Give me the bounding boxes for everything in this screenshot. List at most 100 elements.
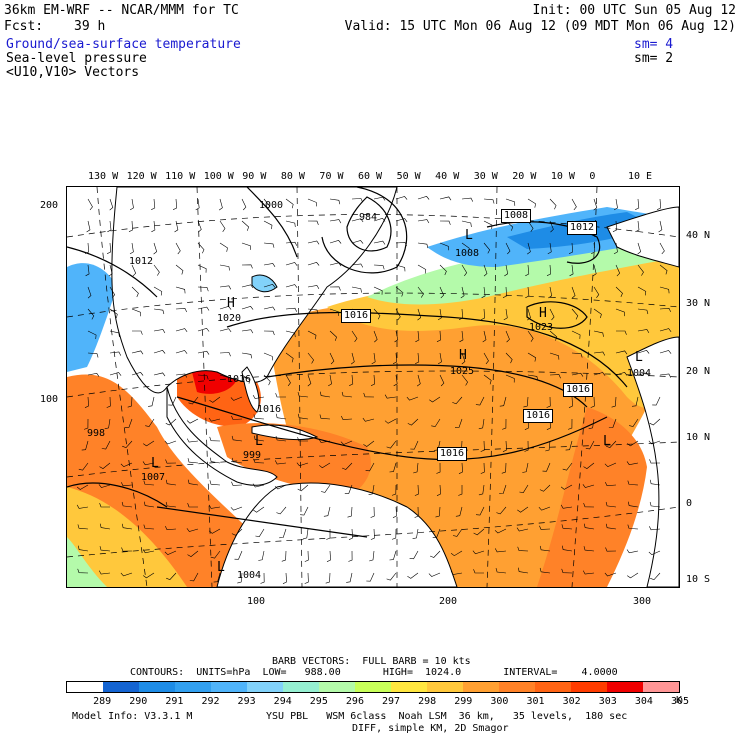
wind-barb [567, 418, 573, 430]
longitude-label: 100 W [203, 171, 234, 182]
sst-pacific-edge [67, 537, 107, 587]
wind-barb [583, 462, 595, 469]
low-pressure-marker: L [151, 456, 159, 471]
longitude-label: 80 W [280, 171, 305, 182]
wind-barb [582, 484, 595, 488]
wind-barb [593, 308, 602, 319]
wind-barb [549, 220, 554, 233]
wind-barb [253, 414, 265, 420]
wind-barb [77, 524, 89, 530]
low-pressure-marker: L [603, 434, 611, 449]
wind-barb [659, 242, 665, 255]
pressure-label: 1008 [455, 248, 480, 259]
wind-barb [143, 480, 155, 486]
isobar-box: 1016 [523, 409, 554, 423]
wind-barb [98, 570, 111, 575]
wind-barb [219, 306, 232, 310]
wind-barb [230, 396, 243, 401]
wind-barb [472, 550, 485, 555]
wind-barb [175, 373, 188, 378]
longitude-label: 30 W [473, 171, 498, 182]
wind-barb [415, 352, 420, 364]
wind-barb [366, 572, 375, 582]
wind-barb [523, 396, 529, 408]
wind-barb [78, 545, 89, 552]
field-slp: Sea-level pressure [6, 51, 147, 66]
wind-barb [263, 374, 271, 386]
wind-barb [275, 393, 286, 398]
isobar-box: 1008 [501, 209, 532, 223]
wind-barb [659, 350, 672, 354]
wind-barb [346, 572, 353, 583]
wind-barb [106, 242, 112, 254]
wind-barb [494, 548, 507, 553]
wind-barb [436, 330, 441, 342]
wind-barb [649, 418, 661, 426]
wind-barb [187, 479, 199, 486]
wind-barb [208, 504, 221, 509]
wind-barb [231, 481, 243, 486]
wind-barb [392, 506, 397, 518]
wind-barb [98, 484, 111, 488]
wind-barb [107, 220, 112, 233]
wind-barb [213, 572, 221, 583]
wind-barb [285, 352, 294, 363]
wind-barb [635, 198, 640, 210]
wind-barb [341, 462, 353, 470]
wind-barb [658, 220, 663, 233]
wind-barb [613, 242, 618, 255]
wind-barb [627, 572, 639, 579]
wind-barb [219, 264, 230, 271]
pressure-label: 1016 [257, 404, 282, 415]
wind-barb [482, 330, 487, 343]
wind-barb [395, 264, 406, 272]
wind-barb [175, 286, 186, 294]
wind-barb [439, 264, 447, 276]
wind-barb [435, 506, 441, 518]
wind-barb [109, 308, 118, 319]
wind-barb [409, 550, 419, 560]
wind-barb [439, 242, 449, 251]
wind-barb [627, 480, 639, 486]
wind-barb [197, 374, 209, 380]
wind-barb [637, 350, 650, 354]
wind-barb [165, 501, 177, 508]
wind-barb [583, 546, 595, 552]
wind-barb [148, 396, 155, 407]
scale-swatch [283, 682, 319, 692]
wind-barb [417, 286, 424, 298]
scale-label: 293 [237, 696, 256, 707]
forecast-hour: 39 h [74, 19, 106, 34]
wind-barb [389, 462, 397, 473]
wind-barb [410, 440, 419, 450]
scale-label: 299 [454, 696, 473, 707]
isobar-box: 1016 [563, 383, 594, 397]
wind-barb [499, 396, 507, 407]
wind-barb [429, 550, 441, 558]
wind-barb [219, 242, 228, 252]
wind-barb [368, 484, 375, 495]
wind-barb [416, 374, 421, 387]
wind-barb [144, 501, 155, 508]
wind-barb [652, 396, 661, 406]
wind-barb [373, 330, 378, 343]
latitude-label: 40 N [686, 230, 711, 241]
wind-barb [348, 528, 353, 540]
wind-barb [417, 308, 422, 321]
wind-barb [478, 484, 485, 496]
wind-barb [432, 528, 441, 538]
wind-barb [230, 506, 243, 511]
wind-barb [502, 286, 507, 298]
wind-barb [562, 545, 573, 552]
wind-barb [565, 440, 573, 451]
wind-barb [263, 220, 273, 230]
wind-barb [483, 198, 495, 204]
wind-barb [241, 284, 254, 289]
low-pressure-marker: L [465, 228, 473, 243]
wind-barb [99, 462, 111, 469]
wind-barb [175, 328, 188, 332]
wind-barb [153, 286, 163, 296]
wind-barb [166, 572, 177, 580]
wind-barb [604, 572, 617, 577]
wind-barb [505, 352, 513, 364]
